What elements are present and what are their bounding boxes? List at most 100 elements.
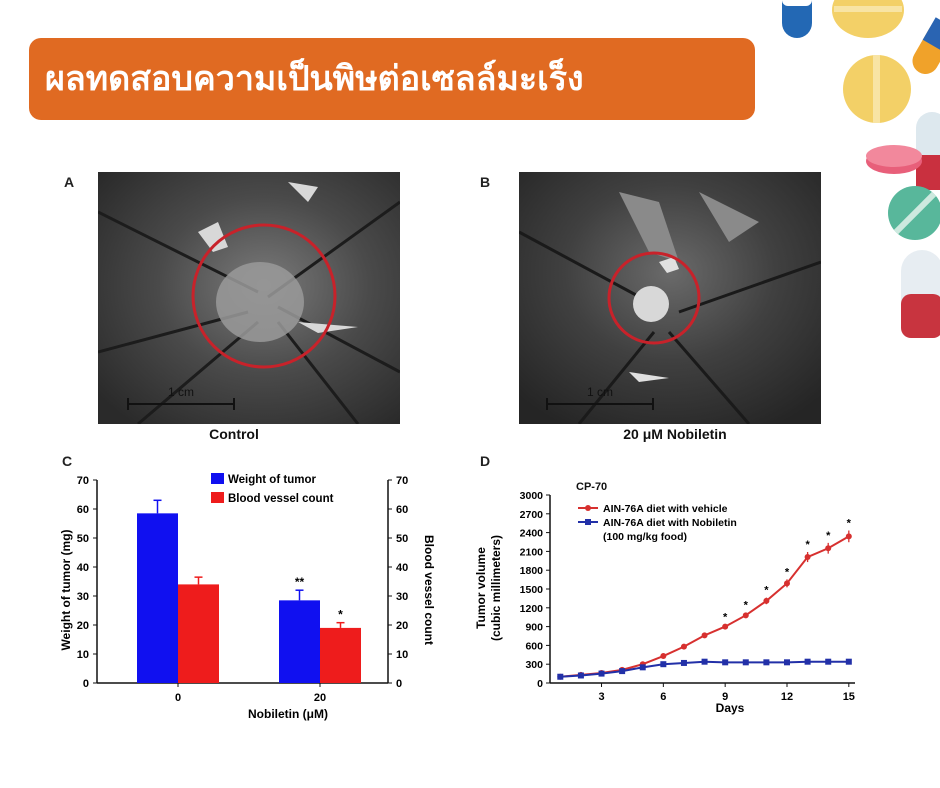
data-point	[680, 643, 687, 650]
x-axis-label: Nobiletin (μM)	[248, 707, 328, 721]
legend-marker	[585, 505, 591, 511]
y-tick-label-left: 60	[77, 504, 89, 516]
y-tick-label-left: 10	[77, 649, 89, 661]
y-tick-label: 1200	[520, 603, 544, 615]
x-tick-label: 20	[314, 692, 326, 704]
data-point	[742, 659, 749, 666]
y-tick-label-left: 70	[77, 475, 89, 487]
data-point	[845, 658, 852, 665]
pink-pill-icon	[866, 145, 922, 174]
significance-mark: *	[785, 566, 790, 578]
y-tick-label-left: 40	[77, 562, 89, 574]
x-tick-label: 0	[175, 692, 181, 704]
panel-c-letter: C	[62, 453, 72, 469]
significance-mark: *	[826, 530, 831, 542]
y-tick-label: 300	[525, 659, 543, 671]
capsule-icon	[912, 17, 940, 74]
data-point	[722, 623, 729, 630]
y-tick-label-right: 70	[396, 475, 408, 487]
y-axis-label: Tumor volume(cubic millimeters)	[474, 535, 503, 641]
capsule-icon	[782, 0, 812, 38]
y-tick-label-left: 30	[77, 591, 89, 603]
panel-b-letter: B	[480, 174, 491, 190]
data-point	[783, 659, 790, 666]
data-point	[701, 632, 708, 639]
title-banner: ผลทดสอบความเป็นพิษต่อเซลล์มะเร็ง	[29, 38, 755, 120]
y-axis-label-line: Tumor volume	[474, 547, 488, 629]
legend-label: AIN-76A diet with Nobiletin	[603, 517, 737, 529]
data-point	[825, 545, 832, 552]
bar-weight-of-tumor	[279, 600, 320, 683]
nobiletin-caption: 20 μM Nobiletin	[623, 426, 727, 442]
yellow-pill-icon	[843, 55, 911, 123]
y-tick-label: 2100	[520, 546, 544, 558]
y-axis-label-line: (cubic millimeters)	[489, 535, 503, 641]
data-point	[619, 668, 626, 675]
x-tick-label: 3	[598, 691, 604, 703]
legend-swatch	[211, 473, 224, 484]
data-point	[722, 659, 729, 666]
data-point	[825, 658, 832, 665]
data-point	[557, 673, 564, 680]
y-tick-label: 0	[537, 678, 543, 690]
y-tick-label: 900	[525, 622, 543, 634]
data-point	[804, 554, 811, 561]
y-tick-label: 600	[525, 640, 543, 652]
data-point	[763, 659, 770, 666]
data-point	[639, 664, 646, 671]
y-tick-label-right: 20	[396, 620, 408, 632]
green-pill-icon	[888, 186, 940, 240]
x-tick-label: 6	[660, 691, 666, 703]
significance-mark: *	[847, 517, 852, 529]
data-point	[804, 658, 811, 665]
significance-mark: *	[764, 585, 769, 597]
data-point	[763, 597, 770, 604]
data-point	[742, 612, 749, 619]
cell-line-annotation: CP-70	[576, 481, 607, 493]
x-tick-label: 12	[781, 691, 793, 703]
significance-mark: *	[744, 600, 749, 612]
data-point	[660, 653, 667, 660]
y-tick-label-left: 50	[77, 533, 89, 545]
legend-swatch	[211, 492, 224, 503]
y-tick-label-left: 0	[83, 678, 89, 690]
legend-label-continued: (100 mg/kg food)	[603, 531, 687, 543]
legend-label: Blood vessel count	[228, 493, 334, 505]
x-tick-label: 15	[843, 691, 855, 703]
y-tick-label-left: 20	[77, 620, 89, 632]
capsule-icon	[916, 112, 940, 190]
scale-bar-label: 1 cm	[587, 385, 613, 399]
y-tick-label-right: 0	[396, 678, 402, 690]
legend-label: AIN-76A diet with vehicle	[603, 503, 728, 515]
y-tick-label: 3000	[520, 490, 544, 502]
y-tick-label: 1500	[520, 584, 544, 596]
data-point	[783, 580, 790, 587]
capsule-icon	[901, 250, 940, 338]
y-tick-label-right: 10	[396, 649, 408, 661]
y-axis-label-left: Weight of tumor (mg)	[59, 529, 73, 650]
legend-label: Weight of tumor	[228, 474, 316, 486]
yellow-pill-icon	[832, 0, 904, 38]
y-tick-label-right: 50	[396, 533, 408, 545]
control-tumor-photo: 1 cm	[98, 172, 400, 424]
data-point	[680, 659, 687, 666]
panel-a-letter: A	[64, 174, 75, 190]
pills-decoration	[782, 0, 940, 338]
y-tick-label: 1800	[520, 565, 544, 577]
y-tick-label: 2700	[520, 509, 544, 521]
data-point	[845, 533, 852, 540]
bar-weight-of-tumor	[137, 513, 178, 683]
y-tick-label-right: 30	[396, 591, 408, 603]
page-title: ผลทดสอบความเป็นพิษต่อเซลล์มะเร็ง	[45, 59, 584, 99]
bar-blood-vessel-count	[320, 627, 361, 683]
data-point	[577, 672, 584, 679]
y-tick-label: 2400	[520, 528, 544, 540]
significance-mark: *	[805, 539, 810, 551]
y-axis-label-right: Blood vessel count	[422, 535, 436, 645]
nobiletin-tumor-photo: 1 cm	[519, 172, 821, 424]
data-point	[660, 661, 667, 668]
data-point	[598, 670, 605, 677]
significance-mark: *	[723, 611, 728, 623]
panel-d-letter: D	[480, 453, 490, 469]
tumor-volume-line-chart: D 0 300 600 900 1200 1500 1800 2100 2400 2700 3000…	[474, 453, 855, 715]
